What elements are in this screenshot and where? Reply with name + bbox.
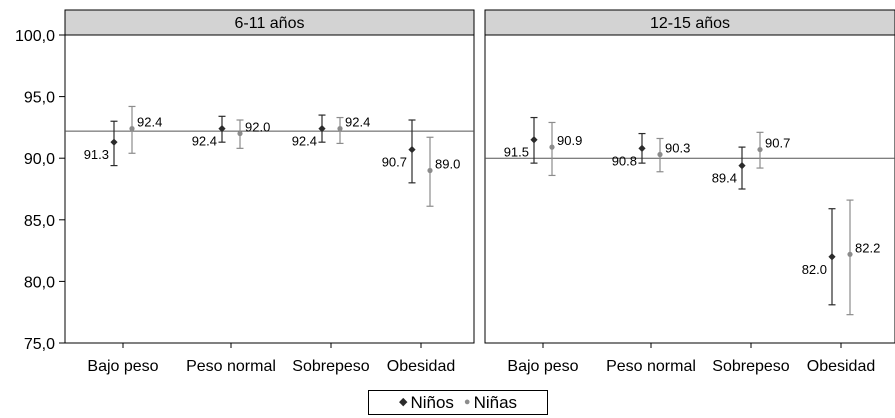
point-ninos [738, 161, 746, 170]
data-label: 92.4 [345, 115, 370, 130]
data-label: 90.3 [665, 141, 690, 156]
point-ninos [110, 138, 118, 146]
panel-2: 12-15 años Bajo peso 91.5 90.9 Peso normal 90… [484, 9, 895, 375]
diamond-icon: ◆ [398, 396, 408, 408]
y-tick-label: 80,0 [24, 274, 55, 291]
panel-header [484, 9, 895, 36]
y-tick-label: 90,0 [24, 151, 55, 168]
legend-item-ninas: ● Niñas [464, 393, 517, 413]
data-label: 91.3 [84, 147, 109, 162]
dot-icon: ● [463, 396, 471, 408]
x-tick-label: Sobrepeso [712, 358, 789, 375]
point-ninos [408, 145, 416, 154]
x-tick-label: Obesidad [387, 358, 456, 375]
legend-label-ninos: Niños [410, 392, 454, 412]
data-label: 92.0 [245, 120, 270, 135]
panel-1: 6-11 años Bajo peso 91.3 92.4 Peso normal 92.… [64, 9, 475, 375]
x-tick-label: Peso normal [186, 358, 276, 375]
legend-item-ninos: ◆ Niños [399, 393, 454, 413]
legend: ◆ Niños ● Niñas [368, 390, 548, 415]
point-ninos [530, 136, 538, 144]
point-ninas [757, 146, 763, 153]
x-tick-label: Obesidad [807, 358, 876, 375]
point-ninos [638, 144, 646, 152]
data-label: 91.5 [504, 145, 529, 160]
y-tick-label: 85,0 [24, 213, 55, 230]
panel-title: 6-11 años [235, 15, 305, 32]
point-ninas [549, 144, 555, 150]
data-label: 90.8 [612, 153, 637, 168]
panel-title: 12-15 años [650, 15, 730, 32]
data-label: 92.4 [137, 115, 162, 130]
point-ninas [237, 130, 243, 137]
point-ninos [318, 125, 326, 133]
data-label: 89.4 [712, 171, 737, 186]
data-label: 89.0 [435, 157, 460, 172]
x-tick-label: Bajo peso [87, 358, 158, 375]
x-tick-label: Bajo peso [507, 358, 578, 375]
point-ninas [847, 251, 853, 257]
y-tick-label: 100,0 [15, 28, 55, 45]
data-label: 90.7 [765, 136, 790, 151]
x-tick-label: Sobrepeso [292, 358, 369, 375]
point-ninas [129, 126, 135, 132]
data-label: 92.4 [292, 134, 317, 149]
data-label: 82.2 [855, 240, 880, 255]
point-ninas [337, 126, 343, 132]
data-label: 82.0 [802, 262, 827, 277]
y-tick-label: 75,0 [24, 336, 55, 353]
data-label: 90.7 [382, 155, 407, 170]
legend-label-ninas: Niñas [473, 392, 518, 412]
plot-area [484, 34, 895, 344]
data-label: 90.9 [557, 133, 582, 148]
y-tick-label: 95,0 [24, 90, 55, 107]
x-tick-label: Peso normal [606, 358, 696, 375]
plot-area [64, 34, 475, 344]
point-ninos [218, 125, 226, 133]
point-ninas [427, 167, 433, 174]
data-label: 92.4 [192, 134, 217, 149]
point-ninas [657, 151, 663, 158]
point-ninos [828, 253, 836, 261]
